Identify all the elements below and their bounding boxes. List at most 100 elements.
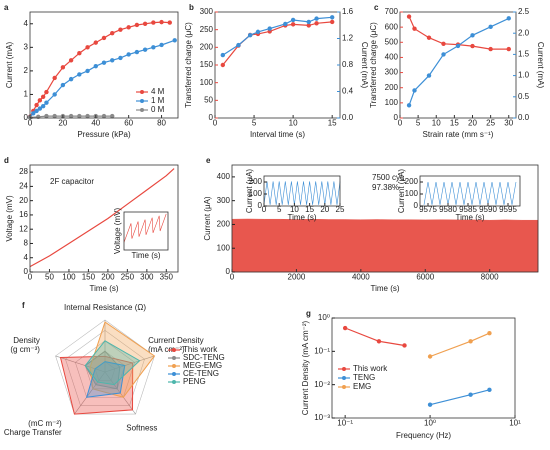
x-tick-label: 30 — [504, 119, 513, 128]
y-tick-label: 2 — [24, 66, 29, 75]
marker — [306, 23, 311, 28]
marker — [142, 21, 148, 26]
radar-spoke — [55, 355, 106, 373]
legend-label: This work — [183, 345, 218, 354]
y-tick-label: 3 — [24, 42, 29, 51]
x-axis-label: Time (s) — [370, 284, 399, 293]
panel-letter: g — [306, 309, 311, 318]
marker — [470, 43, 475, 49]
y2-tick-label: 1.0 — [518, 71, 530, 80]
x-tick-label: 0 — [28, 119, 33, 128]
series-line — [263, 181, 341, 205]
x-tick-label: 5 — [416, 119, 421, 128]
marker — [159, 42, 164, 48]
y-tick-label: 8 — [24, 239, 29, 248]
y-tick-label: 1 — [24, 90, 29, 99]
marker — [314, 21, 319, 26]
marker — [37, 106, 43, 111]
y-tick-label: 10⁻² — [314, 380, 330, 389]
legend-marker — [172, 348, 176, 352]
marker — [506, 46, 511, 52]
legend-marker — [342, 367, 346, 371]
x-tick-label: 10⁰ — [424, 419, 436, 428]
marker — [93, 40, 98, 45]
x-tick-label: 9580 — [439, 205, 457, 214]
marker — [151, 45, 156, 50]
marker — [52, 113, 57, 119]
x-tick-label: 9585 — [459, 205, 477, 214]
marker — [376, 339, 382, 344]
marker — [470, 33, 475, 38]
legend-marker — [172, 372, 176, 376]
y-axis-label: Voltage (mV) — [5, 195, 14, 242]
marker — [60, 82, 66, 88]
y2-tick-label: 2.0 — [518, 28, 530, 37]
marker — [506, 16, 511, 21]
y2-tick-label: 0.4 — [342, 87, 354, 96]
y2-axis-label: Current (mA) — [360, 42, 369, 89]
y2-tick-label: 0.0 — [518, 113, 530, 122]
marker — [60, 65, 66, 70]
legend-marker — [140, 108, 144, 112]
marker — [487, 330, 492, 336]
marker — [68, 76, 74, 82]
x-axis-label: Frequency (Hz) — [396, 431, 451, 440]
series-line — [344, 327, 405, 347]
legend-label: 4 M — [151, 87, 165, 96]
y-tick-label: 200 — [200, 42, 214, 51]
x-tick-label: 25 — [336, 205, 345, 214]
x-tick-label: 250 — [121, 273, 135, 282]
marker — [329, 19, 335, 25]
panel-letter: f — [22, 301, 25, 310]
marker — [455, 43, 461, 49]
y-tick-label: 200 — [249, 177, 263, 186]
x-tick-label: 4000 — [352, 273, 370, 282]
y-tick-label: 50 — [204, 95, 213, 104]
y-tick-label: 0 — [414, 201, 419, 210]
x-tick-label: 0 — [213, 119, 218, 128]
legend-label: TENG — [353, 373, 375, 382]
x-tick-label: 0 — [398, 119, 403, 128]
marker — [40, 94, 46, 100]
x-tick-label: 15 — [305, 205, 314, 214]
marker — [134, 49, 140, 55]
radar-ring — [65, 330, 145, 406]
marker — [118, 27, 123, 32]
marker — [44, 113, 49, 119]
marker — [487, 387, 492, 393]
marker — [172, 38, 177, 43]
x-tick-label: 20 — [320, 205, 329, 214]
plot-frame — [419, 175, 521, 207]
y2-tick-label: 0.0 — [342, 113, 354, 122]
y-tick-label: 100 — [405, 189, 419, 198]
x-axis-label: Time (s) — [455, 213, 484, 222]
y-tick-label: 400 — [217, 172, 231, 181]
y2-tick-label: 0.8 — [342, 60, 354, 69]
y-tick-label: 200 — [217, 220, 231, 229]
plot-frame — [331, 317, 516, 419]
marker — [236, 42, 241, 48]
legend-marker — [172, 380, 176, 384]
x-tick-label: 8000 — [481, 273, 499, 282]
marker — [220, 52, 226, 58]
y2-axis-label: Current (mA) — [536, 42, 545, 89]
x-tick-label: 350 — [160, 273, 174, 282]
x-tick-label: 40 — [91, 119, 100, 128]
y2-tick-label: 1.2 — [342, 34, 354, 43]
x-tick-label: 10 — [432, 119, 441, 128]
radar-axis-label: (mA cm⁻²) — [148, 345, 185, 354]
y-tick-label: 10⁻¹ — [314, 346, 330, 355]
panel-letter: a — [4, 3, 9, 12]
annotation: 2F capacitor — [50, 177, 94, 186]
marker — [101, 113, 107, 119]
y-tick-label: 250 — [200, 25, 214, 34]
legend-marker — [172, 356, 176, 360]
y-tick-label: 100 — [200, 78, 214, 87]
radar-area — [84, 340, 141, 386]
marker — [68, 113, 74, 119]
legend-marker — [342, 376, 346, 380]
series-line — [408, 17, 510, 106]
y2-tick-label: 1.5 — [518, 50, 530, 59]
legend-marker — [140, 99, 144, 103]
marker — [77, 72, 82, 77]
